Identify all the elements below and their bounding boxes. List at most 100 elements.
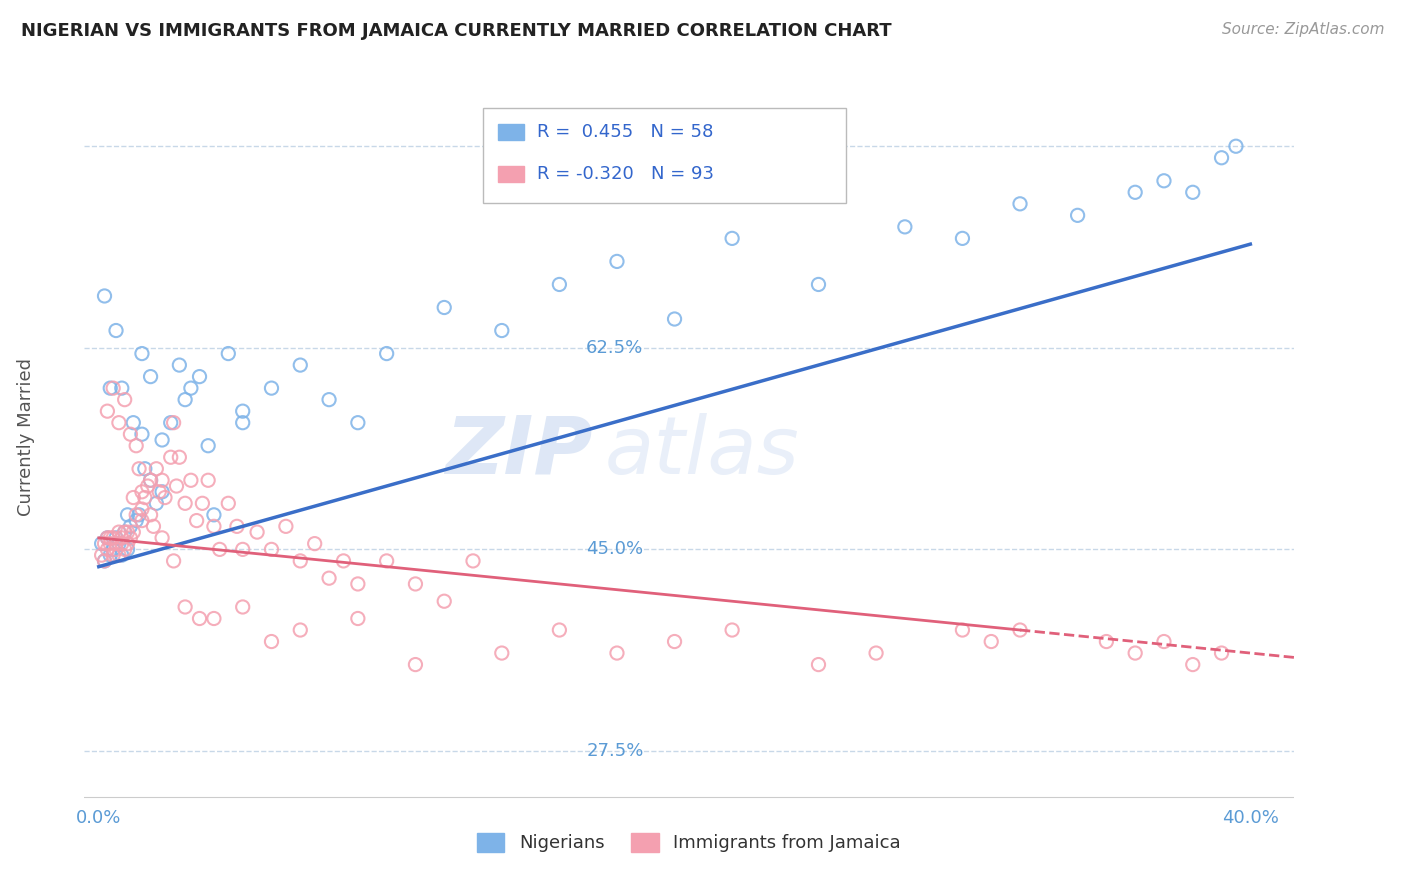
Point <box>332 554 354 568</box>
Point <box>197 439 219 453</box>
Point <box>197 473 219 487</box>
Point <box>111 548 134 562</box>
Point <box>191 496 214 510</box>
Point <box>93 554 115 568</box>
Point <box>101 548 124 562</box>
Text: atlas: atlas <box>605 413 799 491</box>
Point <box>159 416 181 430</box>
Point <box>114 525 136 540</box>
Point <box>105 531 128 545</box>
Point <box>952 231 974 245</box>
Point <box>105 542 128 557</box>
Point <box>174 496 197 510</box>
Point <box>98 548 121 562</box>
Point <box>548 623 571 637</box>
Point <box>114 542 136 557</box>
Point <box>134 462 156 476</box>
Point <box>260 634 283 648</box>
Point <box>108 536 131 550</box>
Point <box>232 416 254 430</box>
Point <box>347 577 370 591</box>
FancyBboxPatch shape <box>484 108 846 203</box>
Point <box>169 358 191 372</box>
Point <box>232 404 254 418</box>
Point <box>128 462 150 476</box>
Text: 27.5%: 27.5% <box>586 742 644 760</box>
Point <box>108 525 131 540</box>
Point <box>150 433 173 447</box>
Text: 0.0%: 0.0% <box>76 808 121 827</box>
Point <box>404 577 426 591</box>
Text: 62.5%: 62.5% <box>586 339 644 357</box>
Point <box>111 381 134 395</box>
Text: R = -0.320   N = 93: R = -0.320 N = 93 <box>537 165 714 183</box>
Point <box>139 473 162 487</box>
Point <box>125 508 148 522</box>
Point <box>96 542 118 557</box>
Text: NIGERIAN VS IMMIGRANTS FROM JAMAICA CURRENTLY MARRIED CORRELATION CHART: NIGERIAN VS IMMIGRANTS FROM JAMAICA CURR… <box>21 22 891 40</box>
Point <box>90 548 112 562</box>
Point <box>433 594 456 608</box>
Point <box>120 519 142 533</box>
Point <box>1211 151 1233 165</box>
Point <box>125 514 148 528</box>
Point <box>131 427 153 442</box>
Point <box>188 369 211 384</box>
Point <box>1123 646 1146 660</box>
Point <box>1181 657 1204 672</box>
Point <box>117 536 139 550</box>
Point <box>1211 646 1233 660</box>
Point <box>125 439 148 453</box>
Point <box>139 508 162 522</box>
Point <box>1095 634 1118 648</box>
Point <box>347 611 370 625</box>
Point <box>139 369 162 384</box>
Point <box>120 427 142 442</box>
Point <box>318 571 340 585</box>
Point <box>114 525 136 540</box>
Point <box>131 502 153 516</box>
Point <box>260 381 283 395</box>
Point <box>404 657 426 672</box>
Point <box>169 450 191 465</box>
Point <box>290 358 312 372</box>
Point <box>148 484 170 499</box>
Point <box>101 531 124 545</box>
Point <box>232 542 254 557</box>
Point <box>136 479 159 493</box>
Point <box>105 536 128 550</box>
Point <box>93 536 115 550</box>
Point <box>122 491 145 505</box>
Point <box>290 554 312 568</box>
Point <box>202 519 225 533</box>
Point <box>188 611 211 625</box>
Point <box>98 381 121 395</box>
Text: Currently Married: Currently Married <box>17 358 35 516</box>
Point <box>150 473 173 487</box>
Point <box>122 416 145 430</box>
Point <box>180 473 202 487</box>
Point <box>1008 197 1031 211</box>
Point <box>807 277 830 292</box>
Point <box>162 416 184 430</box>
Point <box>606 254 628 268</box>
Point <box>186 514 208 528</box>
Text: 40.0%: 40.0% <box>1222 808 1279 827</box>
Point <box>150 531 173 545</box>
Point <box>232 599 254 614</box>
Point <box>1066 208 1088 222</box>
Point <box>274 519 297 533</box>
Point <box>108 416 131 430</box>
Point <box>290 623 312 637</box>
Point <box>105 324 128 338</box>
Point <box>1153 634 1175 648</box>
Point <box>217 496 239 510</box>
Point <box>202 508 225 522</box>
Point <box>145 462 167 476</box>
Point <box>166 479 188 493</box>
Point <box>304 536 326 550</box>
Point <box>1225 139 1247 153</box>
Point <box>548 277 571 292</box>
Point <box>96 531 118 545</box>
Point <box>375 346 398 360</box>
